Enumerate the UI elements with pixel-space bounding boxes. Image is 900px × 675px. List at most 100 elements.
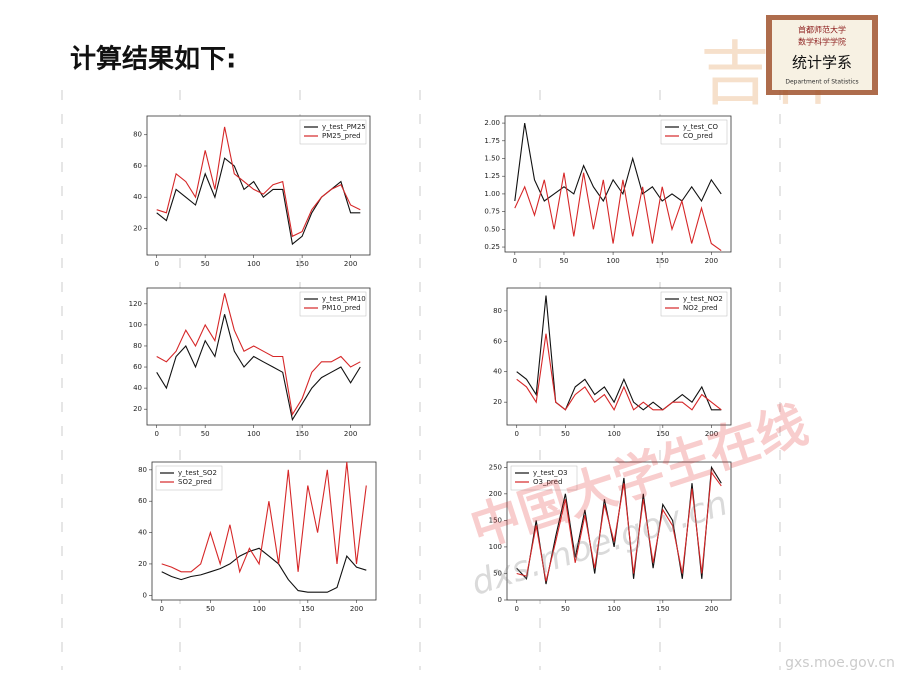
x-tick-label: 150 — [656, 605, 669, 613]
logo-college: 数学科学学院 — [798, 37, 846, 47]
legend-label: O3_pred — [533, 478, 562, 486]
y-tick-label: 100 — [129, 321, 142, 329]
y-tick-label: 20 — [138, 560, 147, 568]
x-tick-label: 150 — [295, 260, 308, 268]
x-tick-label: 200 — [344, 260, 357, 268]
logo: 首都师范大学 数学科学学院 统计学系 Department of Statist… — [766, 15, 878, 95]
y-tick-label: 200 — [489, 490, 502, 498]
legend-label: y_test_NO2 — [683, 295, 723, 303]
legend-label: y_test_PM10 — [322, 295, 366, 303]
y-tick-label: 60 — [133, 363, 142, 371]
x-tick-label: 50 — [561, 430, 570, 438]
x-tick-label: 50 — [201, 430, 210, 438]
y-tick-label: 20 — [493, 398, 502, 406]
x-tick-label: 0 — [160, 605, 164, 613]
series-line — [516, 333, 722, 411]
x-tick-label: 50 — [201, 260, 210, 268]
series-line — [156, 293, 361, 417]
series-line — [156, 314, 361, 422]
legend-label: y_test_SO2 — [178, 469, 217, 477]
y-tick-label: 50 — [493, 569, 502, 577]
x-tick-label: 100 — [252, 605, 265, 613]
legend-box — [660, 119, 728, 145]
x-tick-label: 100 — [607, 605, 620, 613]
y-tick-label: 80 — [133, 342, 142, 350]
x-tick-label: 200 — [705, 257, 718, 265]
x-tick-label: 200 — [344, 430, 357, 438]
x-tick-label: 200 — [350, 605, 363, 613]
watermark-footer: gxs.moe.gov.cn — [785, 655, 895, 671]
legend-label: CO_pred — [683, 132, 713, 140]
legend-label: NO2_pred — [683, 304, 718, 312]
x-tick-label: 100 — [247, 260, 260, 268]
legend-label: y_test_O3 — [533, 469, 568, 477]
y-tick-label: 20 — [133, 224, 142, 232]
x-tick-label: 50 — [206, 605, 215, 613]
series-line — [514, 172, 722, 252]
series-line — [516, 471, 722, 582]
y-tick-label: 0 — [498, 596, 502, 604]
x-tick-label: 150 — [656, 430, 669, 438]
logo-department: 统计学系 — [792, 54, 852, 72]
y-tick-label: 1.00 — [484, 190, 500, 198]
x-tick-label: 0 — [154, 260, 158, 268]
y-tick-label: 40 — [133, 193, 142, 201]
legend-box — [510, 465, 578, 491]
x-tick-label: 0 — [515, 605, 519, 613]
series-line — [161, 547, 367, 593]
y-tick-label: 0 — [143, 591, 147, 599]
series-line — [156, 126, 361, 238]
logo-university: 首都师范大学 — [798, 25, 846, 35]
y-tick-label: 20 — [133, 405, 142, 413]
y-tick-label: 1.75 — [484, 137, 500, 145]
legend-label: y_test_PM25 — [322, 123, 366, 131]
chart: 0 50 100 150 200 0.25 0.50 0.75 1.00 1.25 1.50 1.75… — [484, 115, 732, 265]
x-tick-label: 100 — [607, 430, 620, 438]
legend-label: PM10_pred — [322, 304, 361, 312]
y-tick-label: 0.50 — [484, 225, 500, 233]
y-tick-label: 100 — [489, 543, 502, 551]
y-tick-label: 40 — [493, 368, 502, 376]
x-tick-label: 0 — [515, 430, 519, 438]
y-tick-label: 1.50 — [484, 155, 500, 163]
y-tick-label: 150 — [489, 516, 502, 524]
y-tick-label: 2.00 — [484, 119, 500, 127]
y-tick-label: 80 — [138, 466, 147, 474]
y-tick-label: 60 — [493, 337, 502, 345]
chart: 0 50 100 150 200 20 40 60 80 100 120 y_test_PM10PM1… — [129, 287, 371, 438]
legend-box — [155, 465, 223, 491]
y-tick-label: 40 — [133, 384, 142, 392]
y-tick-label: 80 — [493, 307, 502, 315]
legend-label: PM25_pred — [322, 132, 361, 140]
x-tick-label: 150 — [301, 605, 314, 613]
x-tick-label: 200 — [705, 605, 718, 613]
chart: 0 50 100 150 200 0 50 100 150 200 250 y_test_O3O3_p… — [489, 461, 732, 613]
series-line — [516, 295, 722, 411]
x-tick-label: 0 — [154, 430, 158, 438]
legend-label: SO2_pred — [178, 478, 212, 486]
series-line — [161, 461, 367, 574]
legend-box — [299, 291, 367, 317]
x-tick-label: 200 — [705, 430, 718, 438]
x-tick-label: 150 — [656, 257, 669, 265]
y-tick-label: 60 — [138, 497, 147, 505]
y-tick-label: 60 — [133, 162, 142, 170]
x-tick-label: 50 — [559, 257, 568, 265]
logo-card — [772, 20, 872, 90]
x-tick-label: 100 — [606, 257, 619, 265]
legend-label: y_test_CO — [683, 123, 718, 131]
x-tick-label: 150 — [295, 430, 308, 438]
x-tick-label: 100 — [247, 430, 260, 438]
y-tick-label: 120 — [129, 300, 142, 308]
y-tick-label: 0.75 — [484, 208, 500, 216]
y-tick-label: 80 — [133, 131, 142, 139]
legend-box — [660, 291, 728, 317]
y-tick-label: 0.25 — [484, 243, 500, 251]
legend-box — [299, 119, 367, 145]
logo-english: Department of Statistics — [785, 79, 858, 86]
y-tick-label: 250 — [489, 463, 502, 471]
